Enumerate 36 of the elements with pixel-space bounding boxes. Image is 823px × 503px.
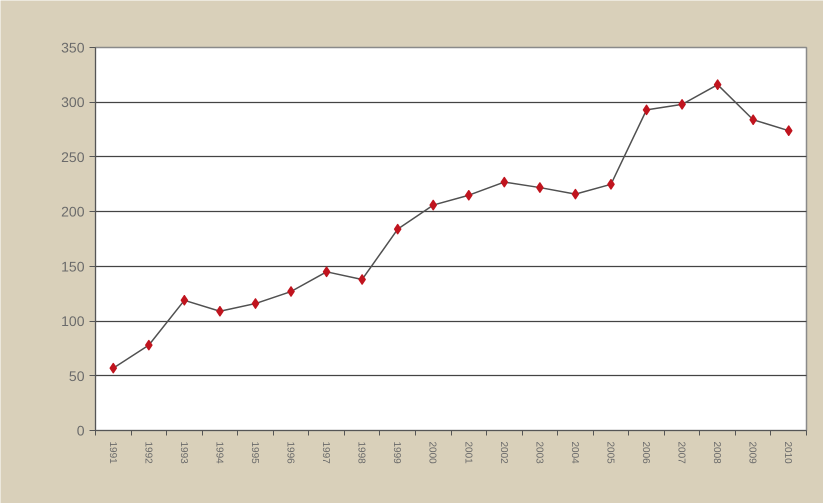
y-tick-label: 200 — [61, 204, 85, 220]
x-tick-label: 2001 — [462, 442, 474, 464]
x-tick-label: 1995 — [248, 442, 260, 464]
x-tick-label: 1991 — [106, 442, 118, 464]
point — [784, 125, 793, 136]
x-tick-label: 2000 — [426, 442, 438, 464]
y-tick-label: 350 — [61, 40, 85, 56]
x-tick-label: 2010 — [782, 442, 794, 464]
y-tick-label: 300 — [61, 94, 85, 110]
x-tick-label: 1999 — [391, 442, 402, 464]
x-tick-label: 2005 — [604, 442, 616, 464]
x-tick-label: 2006 — [640, 442, 652, 464]
x-tick-label: 1996 — [284, 442, 296, 464]
point — [429, 200, 438, 211]
x-tick-label: 1997 — [320, 442, 332, 464]
point — [500, 176, 508, 188]
y-tick-label: 100 — [61, 313, 85, 330]
x-tick-label: 2007 — [676, 442, 687, 464]
x-tick-label: 2009 — [746, 442, 758, 464]
point — [144, 340, 153, 351]
x-tick-label: 2004 — [568, 442, 580, 464]
point — [464, 190, 473, 201]
y-tick-label: 250 — [61, 148, 85, 165]
y-tick-label: 0 — [76, 422, 85, 438]
x-tick-label: 1998 — [356, 442, 367, 464]
x-tick-label: 1994 — [213, 442, 224, 464]
point — [109, 362, 118, 374]
x-tick-label: 2003 — [533, 442, 544, 464]
y-tick-label: 50 — [68, 368, 85, 384]
point — [394, 224, 402, 235]
point — [749, 114, 758, 126]
x-tick-label: 1992 — [142, 442, 154, 464]
y-tick-label: 150 — [61, 258, 85, 274]
x-tick-label: 1993 — [178, 442, 189, 464]
x-tick-label: 2002 — [498, 442, 509, 464]
x-tick-label: 2008 — [711, 442, 722, 464]
